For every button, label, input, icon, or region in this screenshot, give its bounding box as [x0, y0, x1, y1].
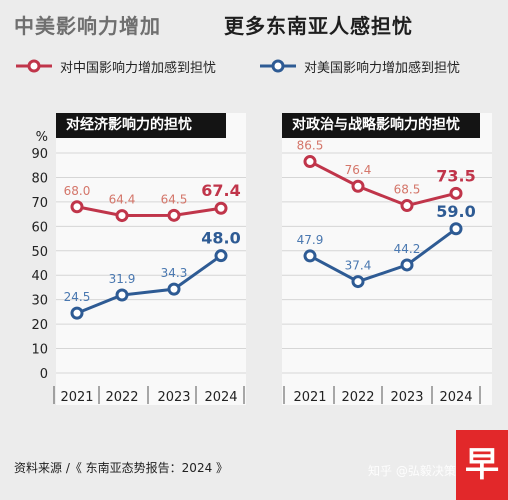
y-axis-unit: %	[36, 130, 48, 145]
data-label: 68.0	[64, 184, 91, 198]
data-label: 86.5	[297, 139, 324, 153]
data-point	[400, 199, 414, 213]
legend-label-usa: 对美国影响力增加感到担忧	[304, 60, 461, 76]
y-tick-label: 30	[31, 294, 48, 309]
data-point	[351, 179, 365, 193]
legend-label-china: 对中国影响力增加感到担忧	[60, 60, 217, 76]
data-label: 47.9	[297, 233, 324, 247]
data-label: 68.5	[394, 183, 421, 197]
data-label: 64.5	[161, 192, 188, 206]
data-point	[303, 249, 317, 263]
page-subtitle: 更多东南亚人感担忧	[224, 14, 413, 38]
y-tick-label: 60	[31, 220, 48, 235]
data-label: 48.0	[201, 229, 240, 248]
data-label: 76.4	[345, 163, 372, 177]
y-tick-label: 20	[31, 318, 48, 333]
legend-swatch-usa	[260, 59, 296, 73]
legend-swatch-china	[16, 59, 52, 73]
data-label: 24.5	[64, 290, 91, 304]
data-label: 31.9	[109, 272, 136, 286]
watermark: 知乎 @弘毅决策	[368, 464, 456, 478]
brand-logo: 早	[456, 430, 508, 500]
data-point	[70, 306, 84, 320]
data-label: 59.0	[436, 202, 475, 221]
y-tick-label: 80	[31, 171, 48, 186]
page-title: 中美影响力增加	[14, 14, 161, 38]
data-point	[70, 200, 84, 214]
x-tick-label: 2022	[341, 390, 374, 405]
data-label: 64.4	[109, 193, 136, 207]
x-tick-label: 2021	[293, 390, 326, 405]
x-tick-label: 2022	[105, 390, 138, 405]
legend-item-usa: 对美国影响力增加感到担忧	[258, 56, 460, 76]
data-point	[214, 249, 228, 263]
data-point	[449, 222, 463, 236]
data-point	[115, 209, 129, 223]
data-point	[303, 155, 317, 169]
x-tick-label: 2021	[60, 390, 93, 405]
data-label: 37.4	[345, 259, 372, 273]
panel-title-economic: 对经济影响力的担忧	[56, 113, 226, 138]
series-line	[309, 160, 457, 208]
legend-item-china: 对中国影响力增加感到担忧	[14, 56, 216, 76]
data-point	[115, 288, 129, 302]
x-tick-label: 2024	[439, 390, 472, 405]
series-line	[309, 227, 457, 284]
data-label: 73.5	[436, 166, 475, 185]
series-line	[76, 254, 222, 315]
y-tick-label: 50	[31, 245, 48, 260]
y-tick-label: 0	[40, 367, 48, 382]
data-point	[449, 186, 463, 200]
data-point	[167, 282, 181, 296]
svg-text:早: 早	[465, 445, 499, 485]
data-label: 67.4	[201, 181, 240, 200]
y-tick-label: 70	[31, 196, 48, 211]
data-label: 44.2	[394, 242, 421, 256]
series-line	[76, 205, 222, 218]
data-point	[214, 201, 228, 215]
source-note: 资料来源 /《 东南亚态势报告：2024 》	[14, 461, 229, 475]
y-tick-label: 40	[31, 269, 48, 284]
y-tick-label: 10	[31, 343, 48, 358]
data-label: 34.3	[161, 266, 188, 280]
x-tick-label: 2024	[204, 390, 237, 405]
data-point	[351, 275, 365, 289]
x-tick-label: 2023	[157, 390, 190, 405]
data-point	[167, 208, 181, 222]
y-tick-label: 90	[31, 147, 48, 162]
data-point	[400, 258, 414, 272]
x-tick-label: 2023	[390, 390, 423, 405]
panel-title-political: 对政治与战略影响力的担忧	[282, 113, 480, 138]
